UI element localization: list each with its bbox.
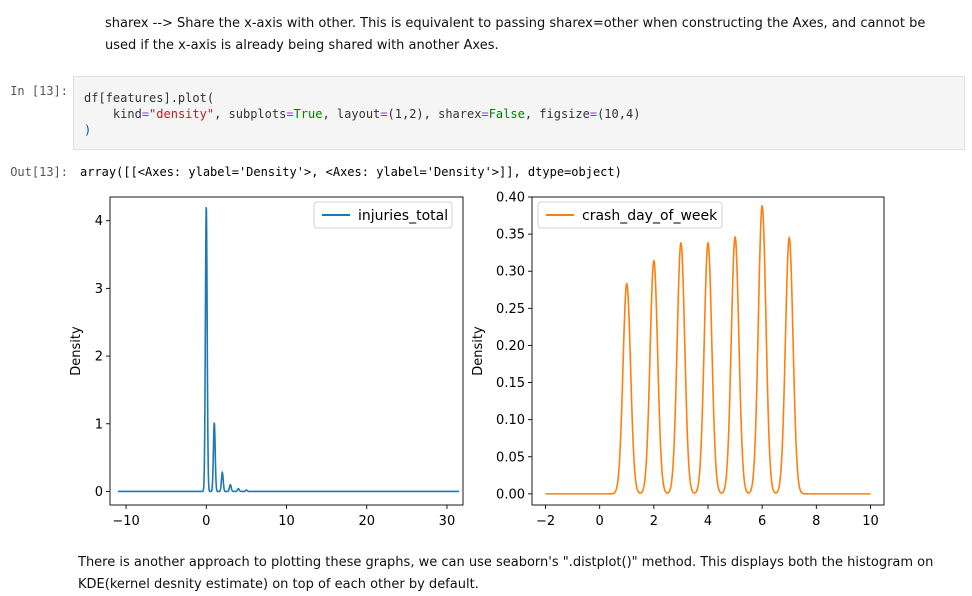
code-line-1: df[features].plot(: [84, 91, 214, 105]
y-tick-label: 0: [95, 485, 103, 500]
x-tick-label: 6: [758, 514, 766, 529]
y-tick-label: 0.15: [496, 376, 525, 391]
code-arg-layout-key: layout: [336, 107, 381, 121]
y-tick-label: 0.00: [496, 487, 525, 502]
markdown-paragraph-sharex: sharex --> Share the x-axis with other. …: [105, 16, 926, 53]
code-line-3: ): [84, 123, 91, 137]
series-line-injuries_total: [118, 207, 459, 493]
code-arg-kind-key: kind: [112, 107, 142, 121]
y-axis-label: Density: [471, 326, 486, 376]
chart-1: −10 0 10 20 30 0 1 2 3 4 Density injuries_total: [69, 196, 464, 529]
code-arg-sharex-value: False: [488, 107, 525, 121]
code-arg-subplots-value: True: [293, 107, 323, 121]
x-tick-label: 2: [650, 514, 658, 529]
axes-frame: [109, 196, 464, 506]
code-arg-sharex-key: sharex: [438, 107, 482, 121]
code-arg-figsize-key: figsize: [539, 107, 590, 121]
code-close-paren: ): [84, 123, 92, 137]
legend-label: injuries_total: [358, 208, 448, 224]
x-tick-label: 0: [202, 514, 210, 529]
y-tick-label: 0.35: [496, 228, 525, 243]
code-cell-input[interactable]: df[features].plot( kind="density", subpl…: [73, 76, 965, 150]
y-tick-label: 0.10: [496, 413, 525, 428]
x-tick-label: 10: [862, 514, 879, 529]
x-tick-label: −2: [536, 514, 555, 529]
x-tick-label: 0: [596, 514, 604, 529]
code-arg-kind-value: "density": [149, 107, 215, 121]
code-call: df[features].plot(: [84, 91, 215, 105]
y-tick-label: 0.40: [496, 191, 525, 206]
code-arg-layout-value: (1,2): [387, 107, 424, 121]
code-arg-figsize-value: (10,4): [597, 107, 641, 121]
output-text: array([[<Axes: ylabel='Density'>, <Axes:…: [80, 165, 622, 179]
y-tick-label: 4: [95, 214, 103, 229]
code-line-2: kind="density", subplots=True, layout=(1…: [112, 107, 641, 121]
input-prompt: In [13]:: [10, 84, 68, 98]
legend-box: [537, 201, 723, 229]
y-tick-label: 0.30: [496, 265, 525, 280]
x-tick-label: 10: [278, 514, 295, 529]
x-tick-label: 8: [812, 514, 820, 529]
code-arg-subplots-key: subplots: [228, 107, 287, 121]
markdown-paragraph-distplot: There is another approach to plotting th…: [78, 555, 934, 592]
x-tick-label: −10: [112, 514, 139, 529]
y-axis-label: Density: [69, 326, 84, 376]
output-prompt: Out[13]:: [10, 165, 68, 179]
y-tick-label: 0.25: [496, 302, 525, 317]
legend-box: [313, 201, 453, 229]
y-tick-label: 0.05: [496, 450, 525, 465]
x-tick-label: 20: [358, 514, 375, 529]
y-tick-label: 3: [95, 282, 103, 297]
y-tick-label: 1: [95, 417, 103, 432]
x-tick-label: 4: [704, 514, 712, 529]
chart-2: −2 0 2 4 6 8 10 0.00 0.05 0.10 0.15 0.20 0.25 0.30 0.3…: [471, 191, 885, 529]
y-tick-label: 0.20: [496, 339, 525, 354]
y-tick-label: 2: [95, 350, 103, 365]
series-line-crash_day_of_week: [545, 204, 871, 495]
x-tick-label: 30: [439, 514, 456, 529]
legend-label: crash_day_of_week: [582, 208, 718, 224]
